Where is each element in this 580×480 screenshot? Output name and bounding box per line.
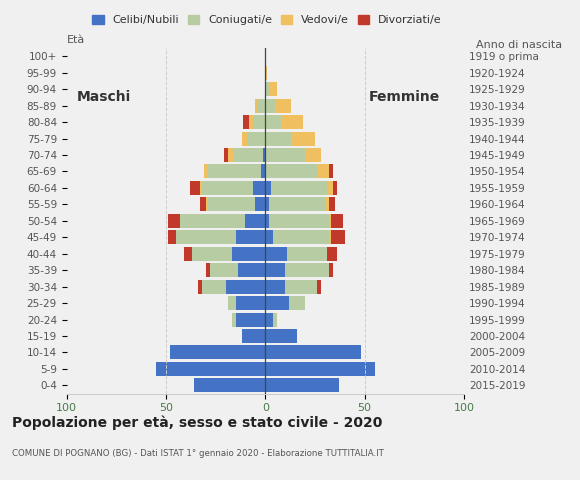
Bar <box>249 115 253 129</box>
Bar <box>200 181 202 195</box>
Text: Età: Età <box>67 35 85 45</box>
Bar <box>266 296 289 310</box>
Bar <box>170 346 266 360</box>
Bar <box>263 148 266 162</box>
Text: Maschi: Maschi <box>77 90 131 104</box>
Bar <box>329 214 331 228</box>
Legend: Celibi/Nubili, Coniugati/e, Vedovi/e, Divorziati/e: Celibi/Nubili, Coniugati/e, Vedovi/e, Di… <box>88 11 445 30</box>
Bar <box>266 312 273 326</box>
Bar <box>204 165 208 179</box>
Bar <box>262 165 266 179</box>
Bar <box>253 181 266 195</box>
Bar <box>266 132 291 145</box>
Text: Anno di nascita: Anno di nascita <box>477 40 563 50</box>
Bar <box>317 280 321 294</box>
Bar <box>266 346 361 360</box>
Bar <box>273 230 329 244</box>
Text: Popolazione per età, sesso e stato civile - 2020: Popolazione per età, sesso e stato civil… <box>12 415 382 430</box>
Bar <box>202 280 226 294</box>
Bar <box>287 247 327 261</box>
Bar <box>227 296 235 310</box>
Bar <box>327 247 337 261</box>
Bar <box>266 98 275 113</box>
Text: Femmine: Femmine <box>369 90 440 104</box>
Bar <box>231 247 266 261</box>
Text: COMUNE DI POGNANO (BG) - Dati ISTAT 1° gennaio 2020 - Elaborazione TUTTITALIA.IT: COMUNE DI POGNANO (BG) - Dati ISTAT 1° g… <box>12 449 383 458</box>
Bar <box>333 181 337 195</box>
Bar <box>269 82 277 96</box>
Bar <box>227 148 234 162</box>
Bar <box>266 230 273 244</box>
Bar <box>234 148 263 162</box>
Bar <box>266 329 297 343</box>
Bar <box>331 214 343 228</box>
Bar <box>266 115 281 129</box>
Bar <box>269 214 329 228</box>
Bar <box>253 115 266 129</box>
Bar <box>180 214 245 228</box>
Bar <box>266 82 269 96</box>
Bar <box>198 280 202 294</box>
Bar <box>255 197 266 211</box>
Bar <box>331 230 345 244</box>
Bar <box>266 197 269 211</box>
Bar <box>266 214 269 228</box>
Bar <box>266 165 317 179</box>
Bar <box>266 378 339 392</box>
Bar <box>190 181 200 195</box>
Bar <box>329 263 333 277</box>
Bar <box>245 214 266 228</box>
Bar <box>241 329 266 343</box>
Bar <box>285 280 317 294</box>
Bar <box>235 296 266 310</box>
Bar <box>329 230 331 244</box>
Bar <box>305 148 321 162</box>
Bar <box>206 197 208 211</box>
Bar <box>210 263 238 277</box>
Bar <box>317 165 329 179</box>
Bar <box>208 165 262 179</box>
Bar <box>255 98 258 113</box>
Bar <box>271 181 327 195</box>
Bar <box>226 280 266 294</box>
Bar <box>281 115 303 129</box>
Bar <box>248 132 266 145</box>
Bar <box>156 362 266 376</box>
Bar <box>266 280 285 294</box>
Bar <box>194 378 266 392</box>
Bar <box>231 312 235 326</box>
Bar <box>224 148 227 162</box>
Bar <box>258 98 266 113</box>
Bar <box>266 148 305 162</box>
Bar <box>276 98 291 113</box>
Bar <box>235 230 266 244</box>
Bar <box>184 247 192 261</box>
Bar <box>266 362 375 376</box>
Bar <box>273 312 277 326</box>
Bar <box>235 312 266 326</box>
Bar <box>325 197 329 211</box>
Bar <box>168 214 180 228</box>
Bar <box>192 247 231 261</box>
Bar <box>168 230 176 244</box>
Bar <box>176 230 235 244</box>
Bar <box>200 197 206 211</box>
Bar <box>244 115 249 129</box>
Bar <box>266 263 285 277</box>
Bar <box>202 181 253 195</box>
Bar <box>289 296 305 310</box>
Bar <box>266 66 267 80</box>
Bar <box>269 197 325 211</box>
Bar <box>329 197 335 211</box>
Bar <box>266 181 271 195</box>
Bar <box>266 247 287 261</box>
Bar <box>206 263 210 277</box>
Bar <box>241 132 248 145</box>
Bar <box>285 263 329 277</box>
Bar <box>238 263 266 277</box>
Bar <box>329 165 333 179</box>
Bar <box>208 197 255 211</box>
Bar <box>291 132 315 145</box>
Bar <box>327 181 333 195</box>
